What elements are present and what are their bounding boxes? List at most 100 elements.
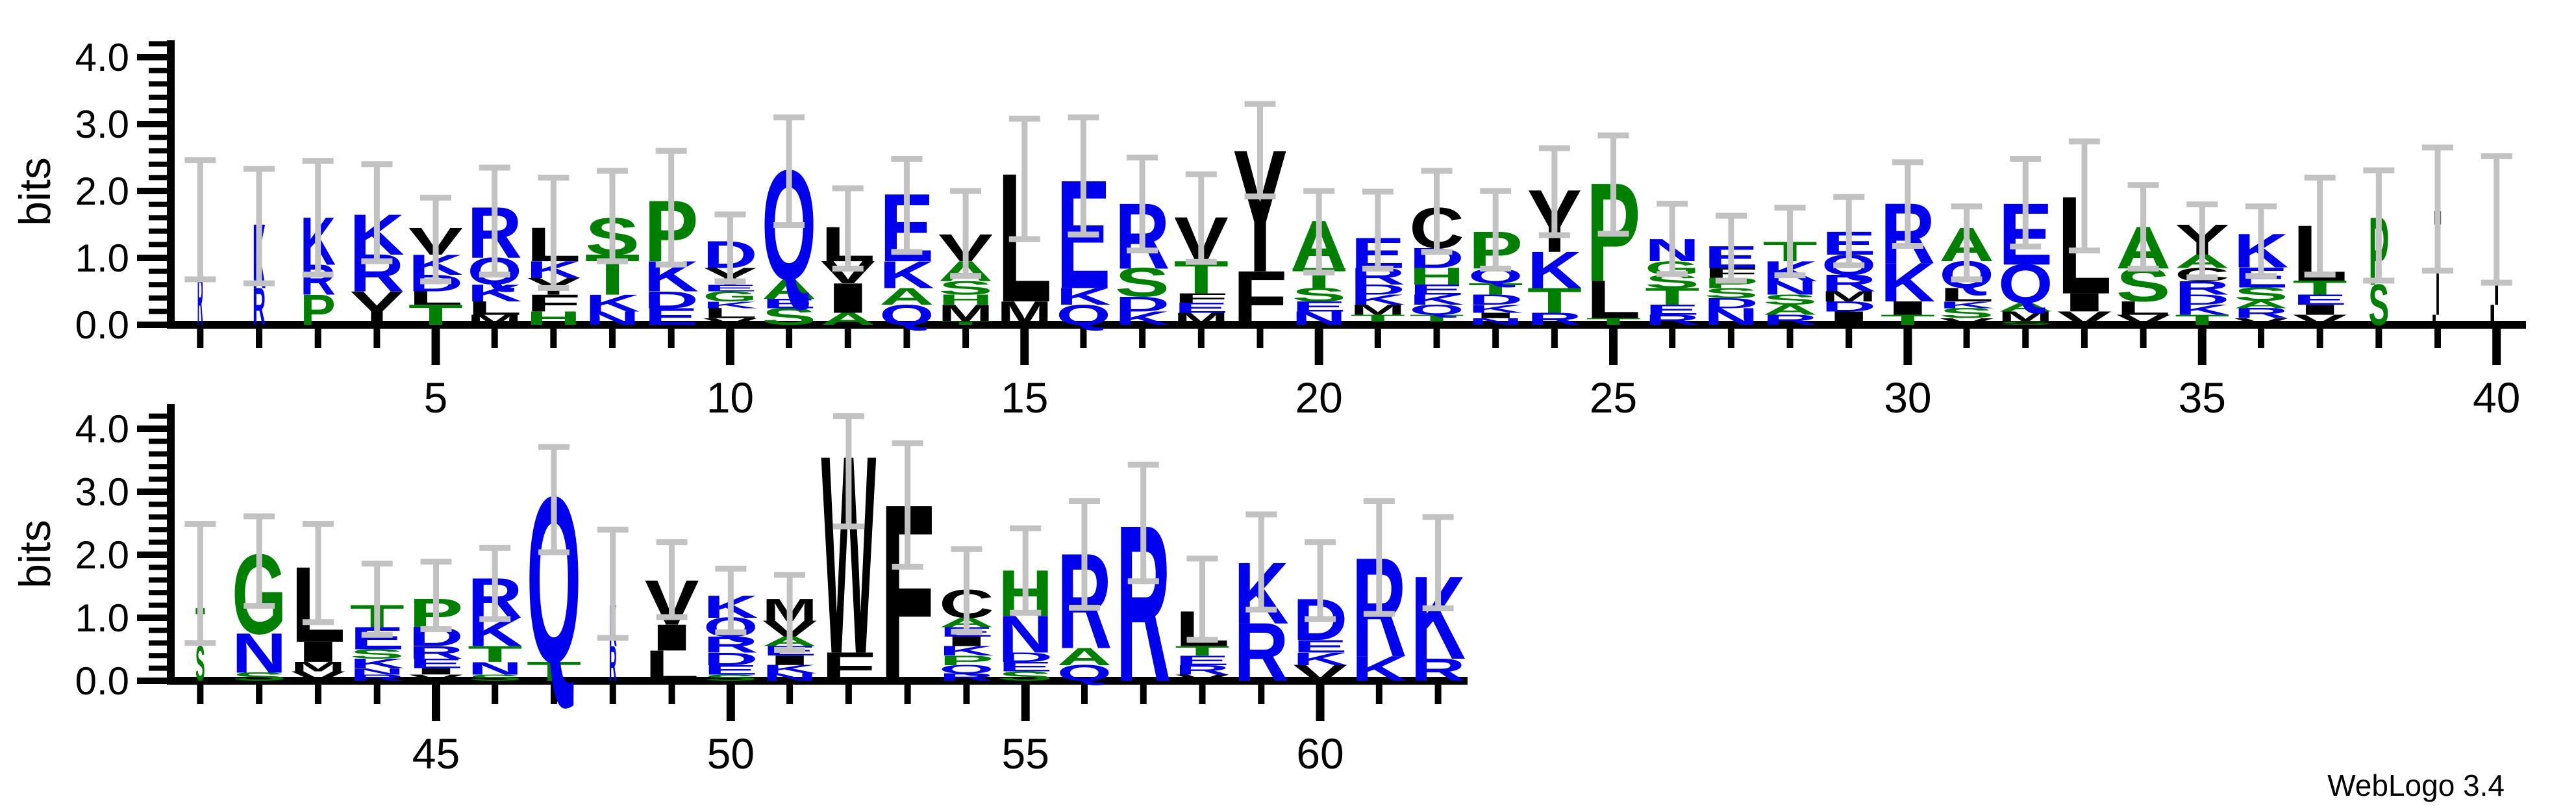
logo-column-pos-31: VSKLQA <box>1939 203 1994 348</box>
error-bar-pos-33 <box>2068 138 2100 254</box>
logo-letter-M-pos-21: M <box>1350 301 1405 318</box>
logo-letter-Q-pos-32: Q <box>1998 253 2053 314</box>
logo-letter-M-pos-29: M <box>1821 288 1877 305</box>
logo-letter-P-pos-3: P <box>301 286 336 335</box>
logo-letter-N-pos-46: N <box>468 658 523 678</box>
logo-letter-D-pos-35: D <box>2175 292 2230 308</box>
y-tick-label: 3.0 <box>75 103 129 146</box>
error-bar-pos-18 <box>1185 171 1217 265</box>
logo-letter-T-pos-47: T <box>527 656 582 687</box>
error-bar-pos-2 <box>244 166 275 286</box>
logo-letter-S-pos-32: S <box>1998 320 2053 325</box>
logo-letter-I-pos-37: I <box>2293 301 2347 318</box>
logo-letter-K-pos-16: K <box>1056 283 1111 311</box>
logo-letter-R-pos-59: R <box>1234 606 1289 699</box>
logo-letter-I-pos-30: I <box>1881 298 1935 319</box>
logo-column-pos-33: VIL <box>2057 138 2112 348</box>
logo-column-pos-44: RNKSET <box>349 561 405 704</box>
logo-letter-E-pos-50: E <box>703 662 758 678</box>
logo-letter-H-pos-14: H <box>938 292 994 308</box>
error-bar-pos-15 <box>1008 116 1040 242</box>
error-bar-pos-46 <box>479 544 511 622</box>
logo-letter-R-pos-48: R <box>609 635 617 691</box>
error-bar-pos-62 <box>1422 514 1454 611</box>
logo-letter-M-pos-43: M <box>291 659 346 675</box>
logo-letter-S-pos-55: S <box>998 668 1053 684</box>
logo-column-pos-29: IDMRQE <box>1821 194 1877 348</box>
logo-letter-E-pos-60: E <box>1293 636 1347 656</box>
error-bar-pos-51 <box>774 572 806 653</box>
logo-column-pos-7: HFYKL <box>526 174 581 348</box>
error-bar-pos-1 <box>184 157 216 283</box>
logo-letter-S-pos-41: S <box>195 637 205 692</box>
logo-letter-F-pos-52: F <box>821 644 877 690</box>
logo-column-pos-5: 5TLDKV <box>408 194 463 422</box>
logo-letter-I-pos-51: I <box>762 653 817 668</box>
logo-letter-I-pos-49: I <box>645 616 699 658</box>
error-bar-pos-52 <box>832 413 864 529</box>
logo-letter-V-pos-33: V <box>2057 307 2112 329</box>
logo-column-pos-25: 25TLP <box>1586 133 1641 422</box>
logo-letter-D-pos-21: D <box>1351 281 1406 298</box>
logo-column-pos-56: QAR <box>1057 498 1112 704</box>
error-bar-pos-45 <box>420 559 452 632</box>
logo-letter-D-pos-17: D <box>1115 292 1170 316</box>
error-bar-pos-38 <box>2363 167 2395 284</box>
error-bar-pos-3 <box>302 158 334 278</box>
logo-letter-I-pos-12: I <box>821 274 875 322</box>
logo-letter-D-pos-27: D <box>1704 295 1759 311</box>
logo-letter-N-pos-28: N <box>1762 277 1818 299</box>
error-bar-pos-28 <box>1774 205 1806 279</box>
logo-letter-M-pos-32: M <box>1998 309 2053 325</box>
logo-column-pos-28: RASNKT <box>1762 205 1818 348</box>
logo-letter-V-pos-37: V <box>2293 312 2347 328</box>
logo-letter-M-pos-18: M <box>1173 309 1229 329</box>
error-bar-pos-4 <box>361 161 393 264</box>
error-bar-pos-25 <box>1597 133 1629 237</box>
logo-letter-T-pos-37: T <box>2292 276 2347 299</box>
logo-letter-L-pos-6: L <box>467 298 521 319</box>
logo-letter-I-pos-33: I <box>2057 288 2112 317</box>
error-bar-pos-31 <box>1951 203 1982 283</box>
logo-letter-K-pos-13: K <box>879 253 934 296</box>
logo-letter-S-pos-11: S <box>762 303 816 330</box>
x-tick-label: 25 <box>1590 374 1637 422</box>
logo-letter-R-pos-35: R <box>2175 277 2230 299</box>
error-bar-pos-36 <box>2245 203 2277 279</box>
weblogo-version-label: WebLogo 3.4 <box>2327 768 2505 802</box>
logo-letter-L-pos-39: L <box>2431 312 2444 328</box>
logo-letter-H-pos-22: H <box>1409 263 1464 290</box>
logo-letter-V-pos-34: V <box>2116 312 2171 328</box>
logo-column-pos-16: QKE <box>1056 114 1111 348</box>
logo-letter-T-pos-46: T <box>468 642 523 667</box>
logo-letter-E-pos-11: E <box>762 296 816 311</box>
logo-column-pos-40: 40LI <box>2473 153 2520 422</box>
logo-column-pos-62: RK <box>1410 514 1466 704</box>
logo-letter-R-pos-2: R <box>253 277 266 336</box>
logo-letter-T-pos-14: T <box>938 320 993 325</box>
y-tick-label: 0.0 <box>75 303 129 347</box>
logo-column-pos-2: RK <box>244 166 275 348</box>
error-bar-pos-53 <box>892 440 923 570</box>
error-bar-pos-35 <box>2186 201 2218 281</box>
logo-letter-L-pos-40: L <box>2489 298 2505 331</box>
logo-letter-S-pos-20: S <box>1292 284 1346 305</box>
logo-letter-P-pos-54: P <box>939 653 994 668</box>
logo-column-pos-1: RK <box>184 157 216 348</box>
logo-letter-E-pos-37: E <box>2293 292 2347 308</box>
logo-letter-N-pos-44: N <box>349 666 405 677</box>
logo-letter-Q-pos-16: Q <box>1056 298 1110 331</box>
logo-letter-A-pos-28: A <box>1762 301 1818 318</box>
error-bar-pos-44 <box>361 561 393 638</box>
logo-letter-K-pos-6: K <box>467 279 522 307</box>
logo-column-pos-51: NKIEAVM <box>762 572 818 704</box>
logo-letter-N-pos-20: N <box>1292 307 1347 329</box>
logo-column-pos-35: 35TKDRCAY <box>2175 201 2230 422</box>
error-bar-pos-23 <box>1480 188 1512 272</box>
logo-letter-M-pos-15: M <box>997 294 1052 332</box>
